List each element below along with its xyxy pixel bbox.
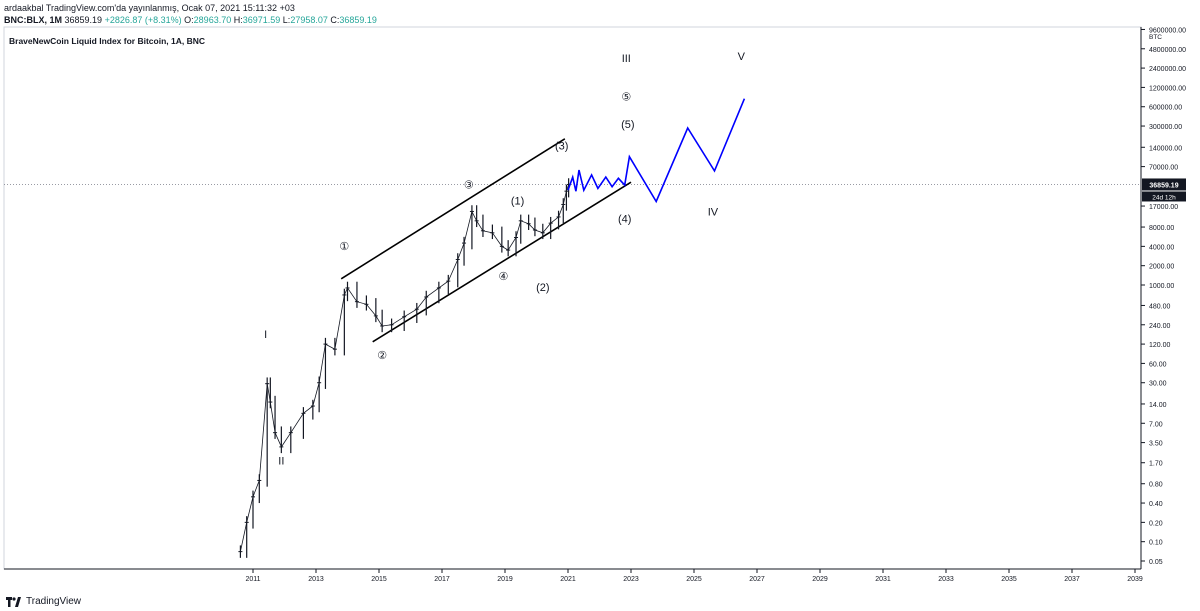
open-label: O: [184, 15, 194, 25]
elliott-projection-line [567, 98, 746, 204]
x-tick-label: 2017 [434, 576, 450, 583]
x-tick-label: 2023 [623, 576, 639, 583]
current-price: 36859.19 [64, 15, 103, 25]
low-value: 27958.07 [290, 15, 328, 25]
wave-label: (1) [511, 195, 524, 207]
chart-title: BraveNewCoin Liquid Index for Bitcoin, 1… [9, 36, 205, 46]
y-tick-label: 4000.00 [1149, 244, 1174, 251]
price-line [240, 184, 569, 552]
price-series [238, 178, 571, 558]
plot-frame [3, 26, 1142, 570]
y-tick-label: 0.80 [1149, 482, 1163, 489]
wave-label: II [278, 455, 284, 467]
wave-label: (2) [536, 282, 549, 294]
y-tick-label: 4800000.00 [1149, 47, 1186, 54]
x-tick-label: 2025 [686, 576, 702, 583]
x-tick-label: 2029 [812, 576, 828, 583]
tradingview-logo-icon [6, 596, 21, 607]
countdown-badge [1142, 191, 1186, 202]
wave-label: ④ [498, 271, 508, 283]
x-tick-label: 2027 [749, 576, 765, 583]
y-tick-label: 0.05 [1149, 559, 1163, 566]
y-tick-label: 300000.00 [1149, 124, 1182, 131]
x-tick-label: 2035 [1001, 576, 1017, 583]
x-tick-label: 2033 [938, 576, 954, 583]
y-tick-label: 1000.00 [1149, 283, 1174, 290]
last-price-label: 36859.19 [1149, 182, 1178, 189]
wave-label: ② [377, 350, 387, 362]
y-tick-label: 0.20 [1149, 520, 1163, 527]
currency-label: BTC [1149, 34, 1162, 41]
tradingview-brand[interactable]: TradingView [6, 596, 81, 607]
published-text: TradingView.com'da yayınlanmış, Ocak 07,… [45, 3, 295, 13]
publisher-name: ardaakbal [4, 3, 44, 13]
x-tick-label: 2031 [875, 576, 891, 583]
price-change: +2826.87 (+8.31%) [104, 15, 182, 25]
y-tick-label: 2400000.00 [1149, 66, 1186, 73]
x-tick-label: 2039 [1127, 576, 1143, 583]
high-label: H: [233, 15, 243, 25]
publish-info: ardaakbal TradingView.com'da yayınlanmış… [4, 3, 295, 13]
y-tick-label: 3.50 [1149, 441, 1163, 448]
low-label: L: [282, 15, 291, 25]
x-tick-label: 2013 [308, 576, 324, 583]
wave-label: I [264, 329, 267, 341]
channel-lower-line [372, 181, 632, 343]
y-tick-label: 30.00 [1149, 381, 1167, 388]
open-value: 28963.70 [193, 15, 232, 25]
x-tick-label: 2019 [497, 576, 513, 583]
wave-label: (5) [621, 119, 634, 131]
close-value: 36859.19 [339, 15, 377, 25]
y-tick-label: 0.40 [1149, 501, 1163, 508]
y-tick-label: 70000.00 [1149, 165, 1178, 172]
ohlc-bar: BNC:BLX, 1M 36859.19 +2826.87 (+8.31%) O… [4, 15, 377, 25]
y-tick-label: 480.00 [1149, 303, 1171, 310]
x-tick-label: 2037 [1064, 576, 1080, 583]
y-tick-label: 2000.00 [1149, 264, 1174, 271]
wave-label: IV [708, 207, 719, 219]
y-tick-label: 17000.00 [1149, 204, 1178, 211]
y-tick-label: 240.00 [1149, 323, 1171, 330]
y-tick-label: 60.00 [1149, 361, 1167, 368]
high-value: 36971.59 [242, 15, 281, 25]
symbol-interval: BNC:BLX, 1M [4, 15, 62, 25]
y-tick-label: 600000.00 [1149, 105, 1182, 112]
tradingview-label: TradingView [26, 596, 82, 607]
y-tick-label: 1.70 [1149, 461, 1163, 468]
wave-label: (4) [618, 213, 631, 225]
x-tick-label: 2015 [371, 576, 387, 583]
y-tick-label: 8000.00 [1149, 225, 1174, 232]
y-tick-label: 14.00 [1149, 402, 1167, 409]
y-tick-label: 140000.00 [1149, 145, 1182, 152]
close-label: C: [330, 15, 340, 25]
x-tick-label: 2021 [560, 576, 576, 583]
y-tick-label: 0.10 [1149, 540, 1163, 547]
x-tick-label: 2011 [245, 576, 260, 583]
y-tick-label: 9600000.00 [1149, 27, 1186, 34]
wave-label: ① [339, 241, 349, 253]
wave-label: ⑤ [621, 92, 631, 104]
countdown-label: 24d 12h [1152, 194, 1176, 201]
wave-label: ③ [464, 179, 474, 191]
wave-label: V [738, 51, 746, 63]
y-tick-label: 120.00 [1149, 342, 1171, 349]
wave-label: (3) [555, 140, 568, 152]
wave-label: III [622, 53, 631, 65]
channel-upper-line [340, 138, 566, 280]
y-tick-label: 7.00 [1149, 421, 1163, 428]
last-price-badge [1142, 178, 1186, 191]
y-tick-label: 1200000.00 [1149, 85, 1186, 92]
